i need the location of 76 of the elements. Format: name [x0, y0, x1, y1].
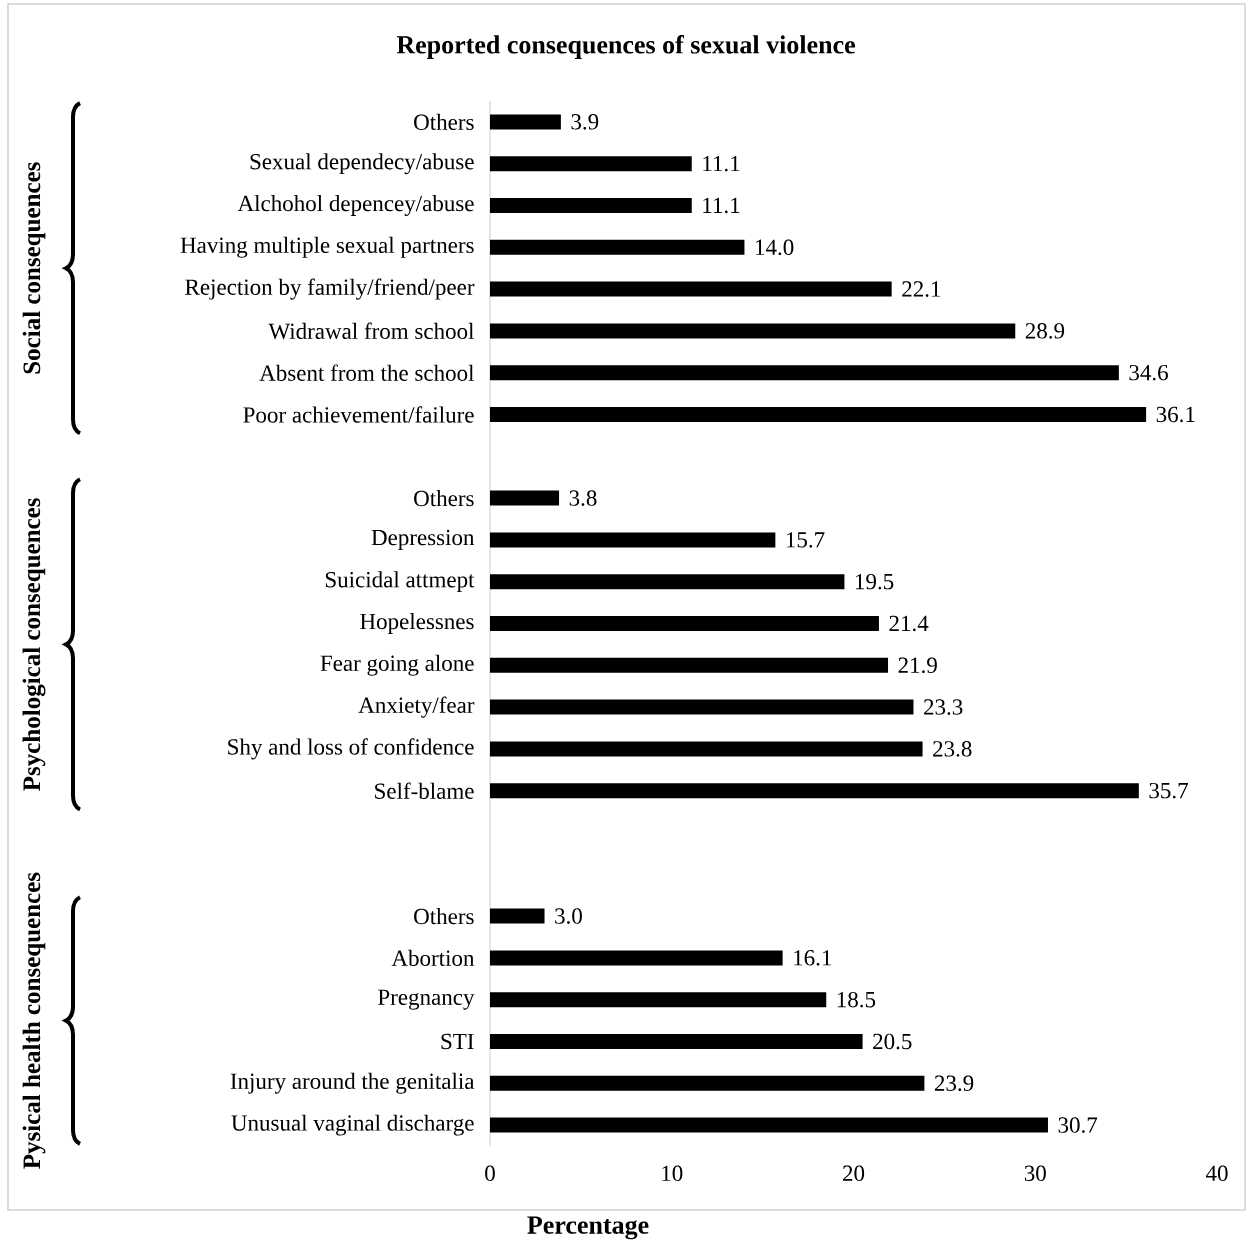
data-label: 16.1: [794, 950, 832, 966]
bar: [490, 532, 776, 548]
y-tick-label: Poor achievement/failure: [243, 406, 474, 423]
data-label: 30.7: [1058, 1117, 1098, 1133]
bar: [490, 908, 545, 924]
data-label: 15.7: [786, 532, 825, 548]
data-label: 18.5: [837, 991, 876, 1008]
y-tick-label: Sexual dependecy/abuse: [250, 153, 474, 175]
y-tick-label: Rejection by family/friend/peer: [185, 278, 475, 300]
data-label: 23.8: [933, 741, 972, 757]
y-tick-label: Widrawal from school: [268, 322, 474, 340]
y-tick-label: Others: [414, 908, 474, 925]
data-label: 11.1: [703, 197, 740, 214]
x-axis-title: Percentage: [527, 1216, 649, 1240]
y-tick-label: Self-blame: [375, 782, 474, 799]
data-label: 21.4: [889, 615, 929, 632]
data-label: 35.7: [1149, 782, 1188, 799]
data-label: 23.9: [934, 1075, 974, 1092]
data-label: 36.1: [1156, 406, 1195, 423]
y-tick-label: Unusual vaginal discharge: [231, 1114, 474, 1136]
bar: [490, 114, 561, 130]
x-tick-label: 0: [485, 1165, 495, 1182]
x-tick-label: 30: [1024, 1165, 1046, 1182]
y-tick-label: Depression: [371, 529, 475, 550]
bar: [490, 407, 1147, 422]
data-label: 3.9: [571, 114, 599, 130]
y-tick-label: Having multiple sexual partners: [180, 236, 474, 258]
bar: [490, 950, 783, 966]
data-label: 14.0: [756, 239, 794, 256]
data-label: 23.3: [924, 699, 963, 715]
y-tick-label: Abortion: [391, 949, 475, 966]
x-tick-label: 20: [843, 1165, 865, 1182]
y-tick-label: Others: [414, 113, 474, 130]
bar: [490, 1034, 863, 1049]
bar: [490, 616, 879, 631]
bar: [490, 490, 560, 506]
data-label: 3.8: [569, 490, 597, 506]
bar: [490, 1075, 925, 1091]
y-tick-label: Fear going alone: [320, 654, 474, 676]
bar: [490, 365, 1119, 381]
text: Social consequences: [22, 162, 46, 374]
text: Psychological consequences: [22, 498, 46, 791]
bar: [490, 239, 745, 255]
data-label: 22.1: [902, 281, 941, 297]
y-tick-label: Shy and loss of confidence: [228, 738, 474, 760]
bar: [490, 657, 889, 673]
bar: [490, 323, 1016, 339]
x-tick-label: 40: [1205, 1165, 1228, 1182]
y-tick-label: Pregnancy: [378, 989, 475, 1010]
x-tick-label: 10: [662, 1165, 683, 1182]
bar: [490, 574, 845, 590]
y-tick-label: Anxiety/fear: [358, 696, 475, 718]
y-tick-label: Injury around the genitalia: [230, 1072, 475, 1094]
bar: [490, 992, 827, 1008]
y-tick-label: Hopelessnes: [360, 613, 474, 634]
bar: [490, 281, 892, 297]
y-tick-label: Suicidal attmept: [325, 571, 475, 593]
data-label: 11.1: [703, 155, 740, 172]
bar: [490, 156, 692, 172]
y-tick-label: Absent from the school: [259, 364, 475, 381]
data-label: 34.6: [1129, 364, 1168, 381]
bar: [490, 783, 1139, 799]
y-tick-label: STI: [441, 1033, 474, 1050]
data-label: 21.9: [898, 657, 937, 674]
bar: [490, 699, 914, 715]
bar: [490, 198, 692, 213]
data-label: 28.9: [1025, 323, 1065, 339]
chart-title: Reported consequences of sexual violence: [396, 35, 855, 59]
data-label: 19.5: [855, 573, 894, 590]
bar: [490, 741, 923, 757]
text: Pysical health consequences: [22, 872, 46, 1169]
y-tick-label: Others: [414, 490, 474, 507]
bar: [490, 1117, 1048, 1133]
data-label: 20.5: [873, 1033, 912, 1050]
data-label: 3.0: [555, 908, 582, 924]
y-tick-label: Alchohol depencey/abuse: [237, 195, 474, 216]
